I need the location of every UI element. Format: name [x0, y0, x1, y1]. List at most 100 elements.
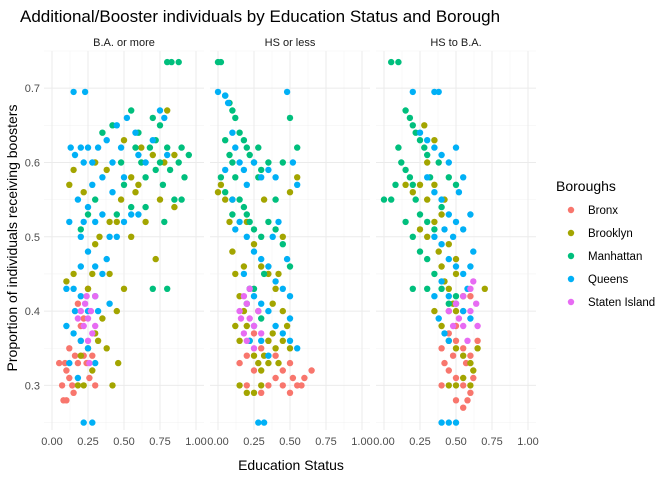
data-point: [232, 174, 239, 181]
data-point: [232, 270, 239, 278]
data-point: [128, 203, 135, 211]
data-point: [470, 374, 477, 382]
data-point: [237, 315, 245, 322]
data-point: [77, 263, 85, 270]
data-point: [240, 330, 248, 337]
data-point: [109, 382, 116, 389]
data-point: [279, 159, 286, 166]
data-point: [406, 114, 414, 122]
data-point: [392, 181, 399, 188]
data-point: [409, 181, 416, 188]
data-point: [135, 151, 142, 159]
data-point: [222, 189, 229, 196]
data-point: [265, 218, 272, 226]
legend-label: Manhattan: [588, 251, 642, 263]
data-point: [96, 233, 103, 240]
data-point: [431, 144, 438, 151]
data-point: [416, 248, 424, 255]
data-point: [467, 293, 474, 300]
data-point: [240, 270, 248, 278]
data-point: [156, 122, 164, 129]
data-point: [66, 181, 73, 188]
x-tick-label: 0.75: [315, 436, 336, 448]
data-point: [438, 241, 445, 248]
legend-title: Boroughs: [556, 178, 616, 194]
data-point: [236, 218, 243, 226]
data-point: [63, 322, 70, 330]
data-point: [222, 196, 229, 203]
data-point: [286, 189, 294, 196]
data-point: [441, 226, 448, 233]
data-point: [156, 196, 164, 203]
data-point: [120, 174, 128, 181]
data-point: [279, 241, 286, 248]
data-point: [438, 151, 445, 159]
x-tick-label: 1.00: [517, 436, 538, 448]
data-point: [175, 58, 182, 66]
data-point: [246, 285, 253, 292]
data-point: [294, 181, 301, 188]
data-point: [164, 107, 171, 114]
data-point: [265, 159, 272, 166]
data-point: [128, 107, 135, 114]
data-point: [181, 174, 188, 181]
data-point: [258, 300, 265, 307]
data-point: [470, 248, 477, 255]
data-point: [424, 196, 431, 203]
data-point: [171, 151, 178, 159]
data-point: [77, 337, 85, 344]
data-point: [146, 144, 154, 151]
data-point: [58, 382, 66, 389]
y-tick-label: 0.6: [25, 157, 40, 169]
data-point: [103, 166, 110, 174]
data-point: [395, 58, 402, 66]
facet-strip-label: HS to B.A.: [430, 37, 481, 49]
data-point: [294, 174, 301, 181]
data-point: [452, 218, 460, 226]
legend-label: Staten Island: [588, 297, 655, 309]
data-point: [80, 419, 87, 426]
data-point: [87, 307, 95, 315]
data-point: [243, 337, 250, 344]
x-tick-label: 0.50: [445, 436, 466, 448]
facet-strip-label: HS or less: [265, 37, 316, 49]
data-point: [412, 196, 419, 203]
data-point: [409, 88, 416, 96]
data-point: [258, 337, 265, 344]
data-point: [74, 315, 82, 322]
data-point: [171, 196, 178, 203]
data-point: [272, 322, 279, 330]
data-point: [166, 166, 174, 174]
data-point: [149, 137, 156, 144]
data-point: [455, 315, 463, 322]
legend-label: Queens: [588, 274, 629, 286]
data-point: [70, 270, 77, 278]
data-point: [117, 144, 125, 151]
data-point: [289, 374, 297, 382]
data-point: [473, 300, 480, 307]
data-point: [236, 307, 243, 315]
data-point: [286, 114, 294, 122]
data-point: [243, 300, 250, 307]
data-point: [250, 226, 258, 233]
data-point: [435, 248, 442, 255]
data-point: [152, 166, 159, 174]
data-point: [164, 151, 171, 159]
data-point: [243, 233, 250, 240]
data-point: [402, 218, 409, 226]
data-point: [142, 159, 149, 166]
x-axis-title: Education Status: [238, 457, 344, 473]
data-point: [243, 211, 250, 218]
data-point: [308, 367, 315, 374]
data-point: [474, 345, 481, 352]
data-point: [286, 345, 294, 352]
data-point: [438, 263, 445, 270]
data-point: [250, 389, 258, 396]
data-point: [66, 345, 73, 352]
data-point: [229, 159, 236, 166]
data-point: [70, 88, 77, 96]
data-point: [449, 322, 457, 330]
data-point: [406, 174, 414, 181]
